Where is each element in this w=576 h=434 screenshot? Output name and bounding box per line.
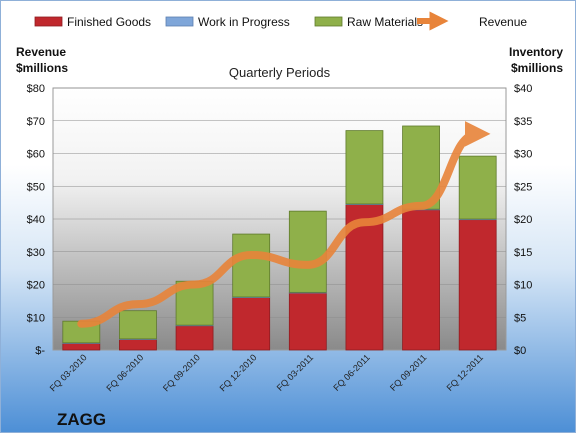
- right-axis-title: $millions: [511, 61, 563, 75]
- chart-title: Quarterly Periods: [229, 65, 331, 80]
- right-axis-tick-label: $5: [514, 312, 526, 324]
- left-axis-tick-label: $70: [27, 116, 45, 128]
- legend-label: Raw Materials: [347, 15, 423, 29]
- right-axis-tick-label: $30: [514, 149, 532, 161]
- legend-label: Finished Goods: [67, 15, 151, 29]
- right-axis-tick-label: $10: [514, 280, 532, 292]
- bar-finished-goods: [176, 326, 213, 350]
- bar-finished-goods: [119, 340, 156, 350]
- legend-swatch: [315, 17, 342, 26]
- left-axis-tick-label: $60: [27, 149, 45, 161]
- x-axis-tick-label: FQ 12-2011: [445, 352, 486, 393]
- bar-finished-goods: [289, 293, 326, 350]
- bar-raw-materials: [459, 156, 496, 219]
- left-axis-tick-label: $50: [27, 181, 45, 193]
- x-axis-tick-label: FQ 09-2010: [161, 352, 202, 393]
- x-axis-tick-label: FQ 06-2010: [104, 352, 145, 393]
- company-name: ZAGG: [57, 410, 106, 429]
- left-axis-tick-label: $20: [27, 280, 45, 292]
- bar-finished-goods: [63, 343, 100, 350]
- left-axis-tick-label: $30: [27, 247, 45, 259]
- legend-label: Revenue: [479, 15, 527, 29]
- right-axis-tick-label: $25: [514, 181, 532, 193]
- right-axis-tick-label: $15: [514, 247, 532, 259]
- bar-raw-materials: [346, 131, 383, 204]
- bar-finished-goods: [403, 210, 440, 350]
- bar-finished-goods: [233, 298, 270, 350]
- x-axis-tick-label: FQ 09-2011: [388, 352, 429, 393]
- bar-raw-materials: [289, 211, 326, 292]
- left-axis-tick-label: $40: [27, 214, 45, 226]
- right-axis-tick-label: $35: [514, 116, 532, 128]
- x-axis-tick-label: FQ 03-2011: [275, 352, 316, 393]
- left-axis-tick-label: $-: [35, 345, 45, 357]
- left-axis-title: $millions: [16, 61, 68, 75]
- legend-swatch: [35, 17, 62, 26]
- bar-finished-goods: [459, 220, 496, 350]
- left-axis-title: Revenue: [16, 45, 66, 59]
- x-axis-tick-label: FQ 12-2010: [218, 352, 259, 393]
- x-axis-tick-label: FQ 06-2011: [331, 352, 372, 393]
- legend-swatch: [166, 17, 193, 26]
- bar-raw-materials: [233, 234, 270, 297]
- left-axis-tick-label: $80: [27, 83, 45, 95]
- right-axis-tick-label: $0: [514, 345, 526, 357]
- legend-label: Work in Progress: [198, 15, 290, 29]
- left-axis-tick-label: $10: [27, 312, 45, 324]
- right-axis-tick-label: $40: [514, 83, 532, 95]
- right-axis-title: Inventory: [509, 45, 563, 59]
- x-axis-tick-label: FQ 03-2010: [48, 352, 89, 393]
- right-axis-tick-label: $20: [514, 214, 532, 226]
- bar-raw-materials: [119, 311, 156, 339]
